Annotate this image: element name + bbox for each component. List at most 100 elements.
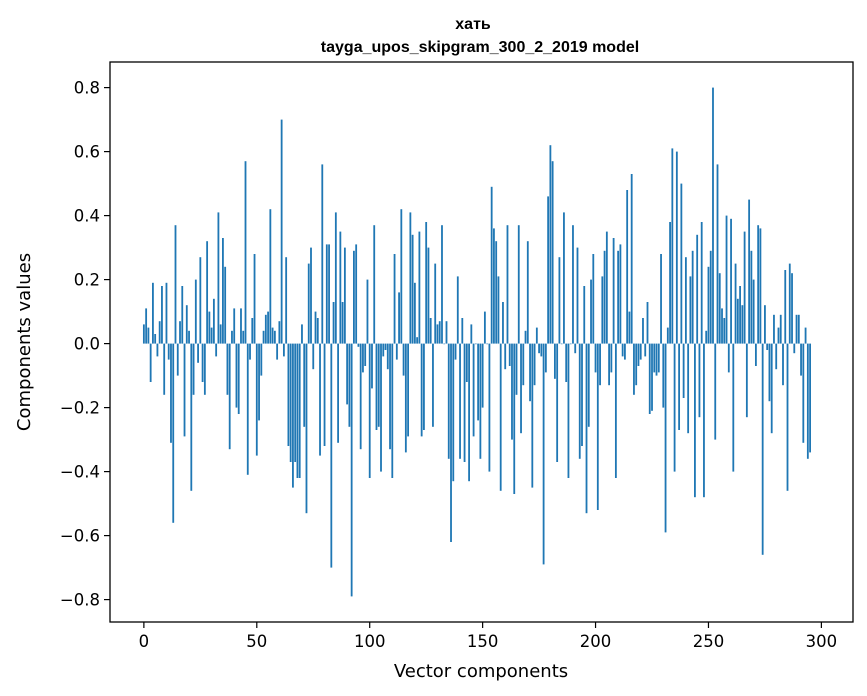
bar-72 xyxy=(305,343,308,514)
y-tick-label: 0.6 xyxy=(74,143,100,162)
bar-164 xyxy=(513,343,516,494)
bar-121 xyxy=(416,337,419,344)
bar-269 xyxy=(750,250,753,344)
bar-83 xyxy=(330,343,333,568)
bar-231 xyxy=(664,343,667,533)
bar-288 xyxy=(793,343,796,354)
bar-284 xyxy=(784,270,787,344)
bar-250 xyxy=(707,266,710,344)
bar-68 xyxy=(296,343,299,478)
bar-240 xyxy=(684,257,687,344)
bar-195 xyxy=(583,286,586,344)
bar-38 xyxy=(228,343,231,450)
bar-187 xyxy=(565,343,568,382)
bar-249 xyxy=(705,330,708,344)
bar-226 xyxy=(653,343,656,373)
bar-80 xyxy=(323,343,326,446)
bar-155 xyxy=(493,228,495,344)
bar-219 xyxy=(637,343,640,366)
bar-23 xyxy=(194,279,197,344)
bar-89 xyxy=(343,247,346,344)
bar-156 xyxy=(495,241,498,344)
bar-200 xyxy=(594,343,597,373)
y-tick-label: −0.2 xyxy=(60,399,100,418)
bar-259 xyxy=(727,343,730,373)
bar-266 xyxy=(743,231,746,344)
bar-52 xyxy=(260,343,263,376)
x-tick-label: 100 xyxy=(354,632,386,651)
bar-147 xyxy=(474,343,477,345)
bar-120 xyxy=(413,282,416,344)
bar-216 xyxy=(630,174,633,344)
bar-47 xyxy=(249,343,251,360)
bar-122 xyxy=(418,231,421,344)
bar-159 xyxy=(502,302,504,344)
bar-265 xyxy=(741,305,744,344)
bar-286 xyxy=(788,263,791,344)
bar-91 xyxy=(348,343,351,427)
bar-152 xyxy=(486,343,489,345)
bar-3 xyxy=(149,343,152,382)
bar-58 xyxy=(273,330,276,344)
bar-95 xyxy=(357,343,360,347)
bar-254 xyxy=(716,164,719,344)
bar-112 xyxy=(395,343,398,360)
bar-163 xyxy=(511,343,513,440)
bar-283 xyxy=(782,343,784,386)
bar-86 xyxy=(337,343,339,443)
bar-90 xyxy=(346,343,349,405)
bar-202 xyxy=(599,343,601,386)
bar-12 xyxy=(170,343,172,443)
bar-186 xyxy=(563,212,565,344)
bar-15 xyxy=(176,343,179,376)
bar-267 xyxy=(745,343,748,418)
bar-150 xyxy=(481,343,484,408)
bar-212 xyxy=(621,343,624,357)
bar-280 xyxy=(775,343,778,370)
bar-104 xyxy=(377,343,380,427)
bar-84 xyxy=(332,302,335,344)
bar-100 xyxy=(368,343,371,478)
bar-173 xyxy=(533,343,536,386)
bar-125 xyxy=(425,222,428,344)
bar-178 xyxy=(544,343,547,373)
bar-22 xyxy=(192,343,195,395)
bar-154 xyxy=(490,186,493,344)
bar-246 xyxy=(698,343,701,418)
bar-192 xyxy=(576,247,579,344)
bar-115 xyxy=(402,343,405,376)
bar-8 xyxy=(161,286,163,344)
bar-274 xyxy=(761,343,764,555)
bar-99 xyxy=(366,279,369,344)
bar-134 xyxy=(445,321,448,344)
bar-66 xyxy=(292,343,294,488)
bar-1 xyxy=(145,308,148,344)
bar-106 xyxy=(382,343,385,357)
bar-103 xyxy=(375,343,378,430)
bar-285 xyxy=(786,343,789,491)
bar-43 xyxy=(240,308,242,344)
bar-41 xyxy=(235,343,238,408)
bar-46 xyxy=(246,343,249,475)
bar-242 xyxy=(689,276,692,344)
bar-129 xyxy=(434,263,437,344)
bar-137 xyxy=(452,343,455,482)
bar-78 xyxy=(319,343,321,456)
bar-37 xyxy=(226,343,229,395)
bar-94 xyxy=(355,244,358,344)
bar-203 xyxy=(601,276,604,344)
bar-268 xyxy=(748,199,751,344)
bar-71 xyxy=(303,343,306,427)
bar-171 xyxy=(529,343,531,402)
bar-174 xyxy=(535,327,538,344)
bar-273 xyxy=(759,228,762,344)
x-axis-label: Vector components xyxy=(394,661,568,682)
x-tick-label: 250 xyxy=(693,632,725,651)
bar-series xyxy=(142,87,811,597)
bar-189 xyxy=(569,343,572,345)
bar-13 xyxy=(172,343,175,523)
bar-33 xyxy=(217,212,220,344)
bar-191 xyxy=(574,343,577,354)
bar-217 xyxy=(633,343,635,395)
bar-188 xyxy=(567,343,570,478)
